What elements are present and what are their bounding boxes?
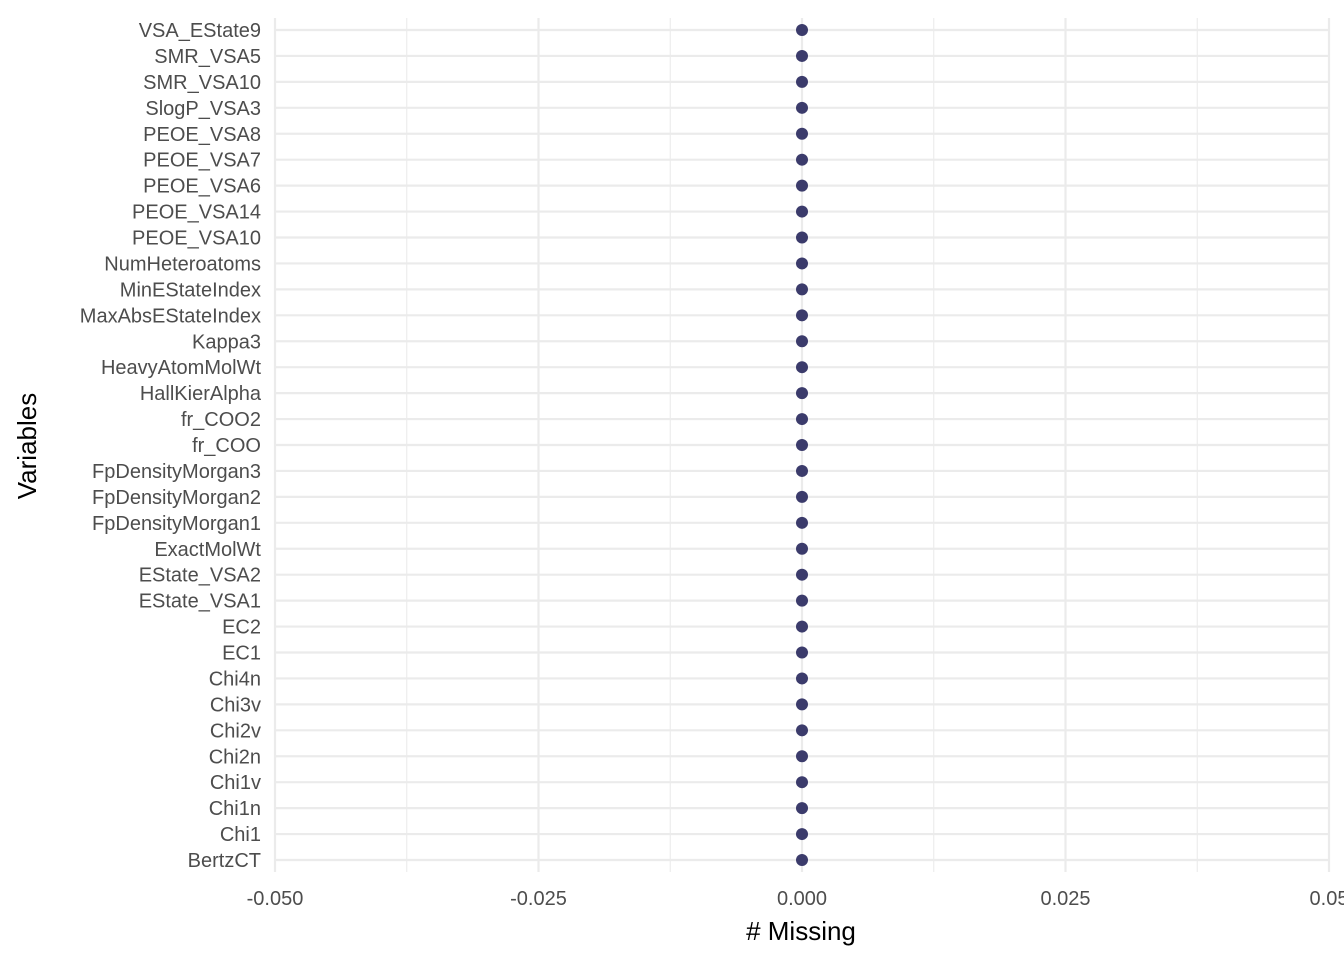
- data-point: [796, 439, 808, 451]
- y-tick-label: Chi1: [220, 824, 261, 846]
- y-tick-label: Chi3v: [210, 694, 261, 716]
- x-tick-label: -0.050: [247, 888, 304, 910]
- data-point: [796, 802, 808, 815]
- y-tick-label: VSA_EState9: [139, 20, 261, 42]
- data-point: [796, 594, 808, 607]
- y-tick-label: SlogP_VSA3: [145, 98, 261, 120]
- y-tick-label: Kappa3: [192, 331, 261, 353]
- data-point: [796, 49, 808, 62]
- data-point: [796, 24, 808, 36]
- data-point: [796, 75, 808, 88]
- data-point: [796, 490, 808, 503]
- data-point: [796, 309, 808, 322]
- y-tick-label: NumHeteroatoms: [104, 253, 261, 275]
- y-tick-label: MinEStateIndex: [120, 279, 261, 301]
- y-tick-label: EState_VSA1: [139, 591, 261, 613]
- data-point: [796, 127, 808, 140]
- data-point: [796, 335, 808, 348]
- y-tick-label: BertzCT: [188, 850, 261, 872]
- y-tick-labels: VSA_EState9 SMR_VSA5 SMR_VSA10 SlogP_VSA3 PE…: [80, 20, 262, 872]
- data-point: [796, 854, 808, 866]
- x-tick-labels: -0.050 -0.025 0.000 0.025 0.05: [247, 888, 1344, 910]
- data-point: [796, 828, 808, 841]
- y-tick-label: PEOE_VSA10: [132, 228, 261, 250]
- y-tick-label: ExactMolWt: [154, 539, 261, 561]
- y-tick-label: EState_VSA2: [139, 565, 261, 587]
- data-point: [796, 361, 808, 374]
- data-point: [796, 646, 808, 659]
- y-tick-label: FpDensityMorgan2: [92, 487, 261, 509]
- data-point: [796, 387, 808, 400]
- y-tick-label: PEOE_VSA8: [143, 124, 261, 146]
- y-tick-label: EC2: [222, 617, 261, 639]
- data-point: [796, 413, 808, 426]
- x-axis-title: # Missing: [746, 916, 856, 946]
- y-tick-label: SMR_VSA5: [154, 46, 261, 68]
- y-tick-label: Chi2n: [209, 746, 261, 768]
- data-point: [796, 257, 808, 270]
- y-tick-label: fr_COO2: [181, 409, 261, 431]
- data-point: [796, 542, 808, 555]
- x-tick-label: 0.05: [1310, 888, 1344, 910]
- y-tick-label: HeavyAtomMolWt: [101, 357, 261, 379]
- x-tick-label: 0.000: [777, 888, 827, 910]
- data-point: [796, 516, 808, 529]
- data-point: [796, 101, 808, 114]
- y-tick-label: fr_COO: [192, 435, 261, 457]
- y-axis-title: Variables: [12, 393, 42, 499]
- y-tick-label: FpDensityMorgan3: [92, 461, 261, 483]
- data-point: [796, 672, 808, 685]
- data-point: [796, 179, 808, 192]
- data-point: [796, 750, 808, 763]
- y-tick-label: SMR_VSA10: [143, 72, 261, 94]
- data-point: [796, 620, 808, 633]
- y-tick-label: PEOE_VSA14: [132, 202, 261, 224]
- y-tick-label: Chi1v: [210, 772, 261, 794]
- data-point: [796, 724, 808, 737]
- y-tick-label: EC1: [222, 643, 261, 665]
- y-tick-label: FpDensityMorgan1: [92, 513, 261, 535]
- data-point: [796, 568, 808, 581]
- data-point: [796, 153, 808, 166]
- data-point: [796, 283, 808, 296]
- y-tick-label: Chi4n: [209, 668, 261, 690]
- y-tick-label: Chi2v: [210, 720, 261, 742]
- x-tick-label: -0.025: [510, 888, 567, 910]
- data-point: [796, 464, 808, 477]
- y-tick-label: PEOE_VSA6: [143, 176, 261, 198]
- y-tick-label: MaxAbsEStateIndex: [80, 305, 261, 327]
- y-tick-label: PEOE_VSA7: [143, 150, 261, 172]
- data-point: [796, 776, 808, 789]
- points: [796, 24, 808, 866]
- data-point: [796, 205, 808, 218]
- data-point: [796, 698, 808, 711]
- x-tick-label: 0.025: [1040, 888, 1090, 910]
- y-tick-label: Chi1n: [209, 798, 261, 820]
- data-point: [796, 231, 808, 244]
- y-tick-label: HallKierAlpha: [140, 383, 262, 405]
